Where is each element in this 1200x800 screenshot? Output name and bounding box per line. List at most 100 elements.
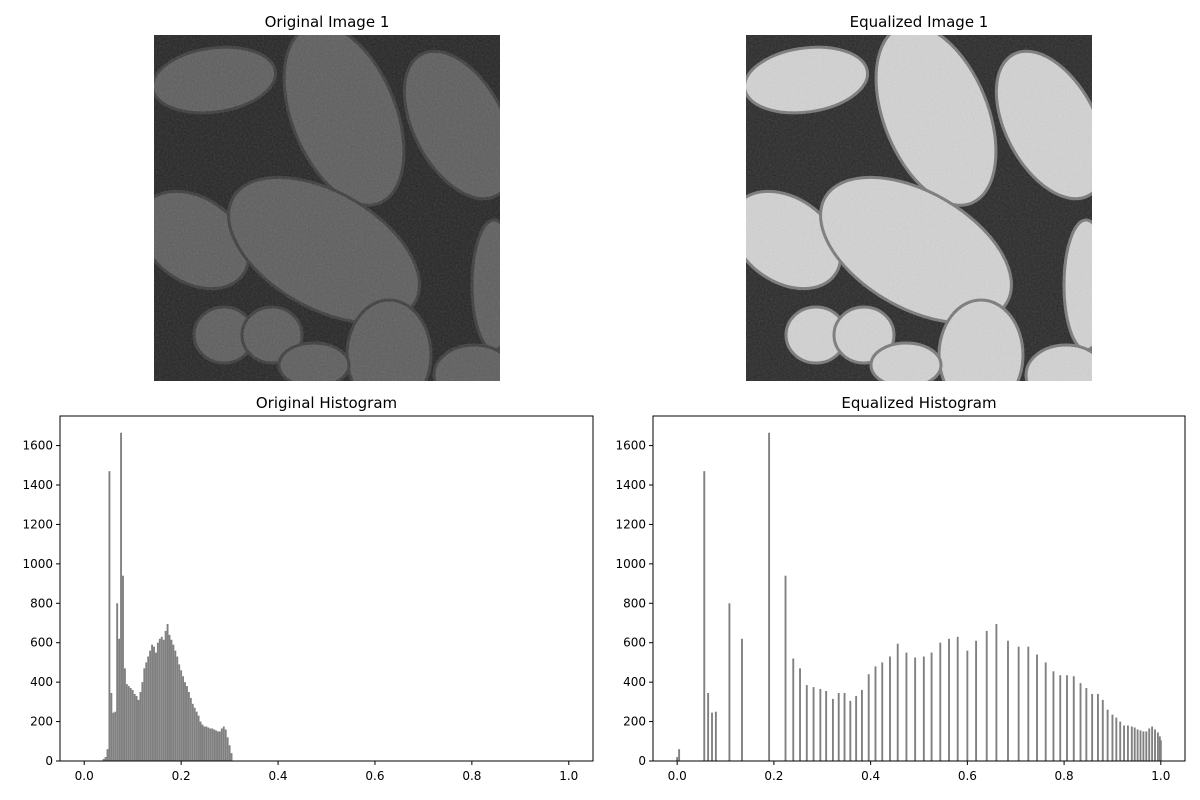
orig-hist-bar xyxy=(125,684,128,761)
orig-hist-bar xyxy=(137,699,140,761)
orig-hist-bar xyxy=(123,668,126,761)
orig-hist-bar xyxy=(174,650,177,761)
orig-hist-bar xyxy=(228,745,231,761)
eq-hist-bar xyxy=(768,432,771,761)
eq-hist-bar xyxy=(1111,714,1114,761)
orig-hist-bar xyxy=(203,726,206,761)
orig-ytick-label: 600 xyxy=(30,636,53,650)
orig-hist-bar xyxy=(189,697,192,761)
eq-xtick-label: 0.0 xyxy=(668,769,687,783)
eq-hist-bar xyxy=(985,630,988,761)
eq-hist-bar xyxy=(728,603,731,761)
orig-hist-bar xyxy=(153,646,155,761)
orig-hist-bar xyxy=(207,727,210,761)
eq-ytick-label: 1000 xyxy=(615,557,646,571)
orig-hist-bar xyxy=(215,730,217,761)
orig-hist-bar xyxy=(162,639,165,761)
eq-axes-frame xyxy=(652,415,1186,762)
eq-hist-bar xyxy=(843,692,846,761)
orig-histogram-title: Original Histogram xyxy=(256,394,397,412)
eq-hist-bar xyxy=(1115,717,1118,761)
eq-hist-bar xyxy=(1017,646,1020,761)
eq-hist-bar xyxy=(819,689,822,761)
eq-hist-bar xyxy=(1007,640,1009,761)
orig-hist-bar xyxy=(106,749,109,761)
orig-hist-bar xyxy=(160,636,163,761)
eq-hist-bar xyxy=(867,674,870,761)
eq-hist-bar xyxy=(896,643,899,761)
eq-hist-bar xyxy=(1148,728,1151,761)
eq-hist-bar xyxy=(914,657,917,761)
orig-hist-bar xyxy=(172,644,175,761)
orig-hist-bar xyxy=(129,688,132,761)
orig-xtick-label: 0.0 xyxy=(75,769,94,783)
orig-hist-bar xyxy=(184,682,186,761)
eq-hist-bar xyxy=(1036,654,1038,761)
equalized-image xyxy=(746,35,1092,381)
orig-hist-bar xyxy=(176,656,179,761)
orig-hist-bar xyxy=(110,692,113,761)
eq-hist-bar xyxy=(881,662,884,761)
orig-hist-bar xyxy=(135,695,138,761)
equalized-histogram: Equalized Histogram 0.0 0.2 0.4 0.6 0.8 1.0 0 20… xyxy=(615,394,1186,783)
orig-hist-bar xyxy=(224,729,227,761)
orig-hist-bar xyxy=(147,656,150,761)
eq-hist-bar xyxy=(1154,729,1156,761)
eq-hist-bar xyxy=(676,757,679,761)
orig-hist-bar xyxy=(143,668,146,761)
orig-hist-bar xyxy=(141,682,144,761)
eq-ytick-label: 400 xyxy=(623,675,646,689)
orig-hist-bar xyxy=(133,693,136,761)
orig-hist-bar xyxy=(201,724,204,761)
orig-hist-bar xyxy=(166,623,169,761)
eq-xtick-label: 0.8 xyxy=(1055,769,1074,783)
eq-hist-bar xyxy=(939,642,942,761)
orig-xtick-label: 0.2 xyxy=(172,769,191,783)
orig-hist-bar xyxy=(193,707,196,761)
orig-hist-bar xyxy=(156,642,159,761)
eq-hist-bar xyxy=(714,711,717,761)
orig-hist-bar xyxy=(151,644,154,761)
eq-hist-bar xyxy=(1097,693,1099,761)
orig-hist-bar xyxy=(205,726,208,761)
eq-hist-bar xyxy=(1072,676,1075,761)
eq-xtick-label: 0.4 xyxy=(861,769,880,783)
eq-ytick-label: 600 xyxy=(623,636,646,650)
orig-hist-bar xyxy=(170,639,173,761)
eq-hist-bar xyxy=(1158,736,1161,761)
orig-hist-bar xyxy=(139,692,142,761)
orig-hist-bar xyxy=(197,715,200,761)
orig-hist-bar xyxy=(116,603,119,761)
eq-histogram-title: Equalized Histogram xyxy=(841,394,996,412)
orig-ytick-label: 0 xyxy=(45,754,53,768)
eq-hist-bar xyxy=(831,698,834,761)
eq-hist-bar xyxy=(948,638,950,761)
orig-hist-bar xyxy=(182,676,185,761)
eq-hist-bar xyxy=(1145,731,1148,761)
orig-ytick-label: 400 xyxy=(30,675,53,689)
orig-ytick-label: 200 xyxy=(30,715,53,729)
eq-hist-bar xyxy=(805,685,808,761)
eq-hist-bar xyxy=(874,666,877,761)
eq-hist-bar xyxy=(703,471,706,761)
eq-hist-bar xyxy=(1119,721,1122,761)
orig-hist-bar xyxy=(186,686,188,761)
orig-ytick-label: 800 xyxy=(30,596,53,610)
eq-hist-bar xyxy=(1139,730,1142,761)
eq-hist-bar xyxy=(1066,675,1068,761)
eq-hist-bar xyxy=(855,695,858,761)
original-histogram: Original Histogram 0.0 0.2 0.4 0.6 0.8 1.0 0 200… xyxy=(22,394,594,783)
orig-hist-bar xyxy=(209,728,212,761)
eq-hist-bar xyxy=(1126,725,1129,761)
orig-hist-bar xyxy=(213,729,216,761)
image1-title: Original Image 1 xyxy=(265,13,390,31)
eq-ytick-label: 800 xyxy=(623,596,646,610)
eq-hist-bar xyxy=(849,700,852,761)
orig-hist-bar xyxy=(217,731,219,761)
eq-hist-bar xyxy=(1101,699,1104,761)
eq-hist-bar xyxy=(678,749,681,761)
orig-hist-bar xyxy=(220,728,223,761)
eq-xtick-label: 0.6 xyxy=(958,769,977,783)
eq-hist-bar xyxy=(956,636,959,761)
